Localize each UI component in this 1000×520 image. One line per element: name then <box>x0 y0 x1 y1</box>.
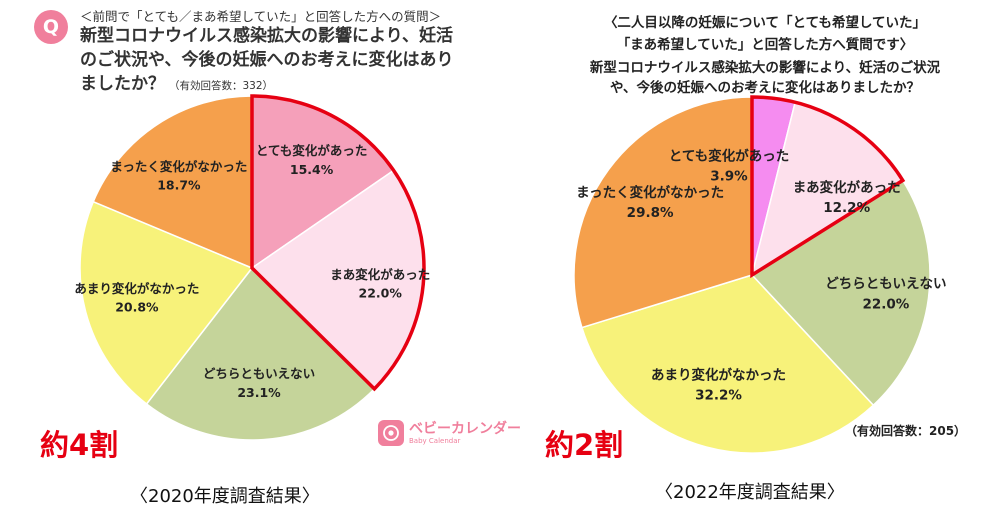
left-summary: 約4割 <box>40 428 119 462</box>
slice-not-at-all-changed-2022 <box>573 96 753 329</box>
slice-label-not-at-all-changed-2020: まったく変化がなかった <box>110 159 247 174</box>
slice-not-much-changed-2022 <box>581 274 875 454</box>
slice-label-very-changed-2020: とても変化があった <box>256 143 368 158</box>
left-note: ＜前問で「とても／まあ希望していた」と回答した方への質問＞ <box>80 9 442 24</box>
baby-calendar-icon <box>378 420 404 446</box>
slice-label-very-changed-2022: とても変化があった <box>669 147 789 164</box>
pie-chart-2020: とても変化があった 15.4% まあ変化があった 22.0% どちらともいえない 23.1… <box>74 94 430 441</box>
slice-value-neither-2020: 23.1% <box>237 385 281 400</box>
slice-label-not-at-all-changed-2022: まったく変化がなかった <box>576 184 724 201</box>
highlight-outline-2022 <box>750 95 906 279</box>
slice-value-very-changed-2020: 15.4% <box>290 162 334 177</box>
left-question-text: 新型コロナウイルス感染拡大の影響により、妊活のご状況や、今後の妊娠へのお考えに変… <box>80 26 454 94</box>
slice-value-not-much-changed-2020: 20.8% <box>115 300 159 315</box>
slice-value-not-at-all-changed-2020: 18.7% <box>157 178 201 193</box>
question-badge: Q <box>34 10 68 44</box>
left-question: 新型コロナウイルス感染拡大の影響により、妊活のご状況や、今後の妊娠へのお考えに変… <box>80 24 460 98</box>
highlight-outline-2020 <box>250 94 426 392</box>
brand-logo: ベビーカレンダー Baby Calendar <box>378 420 521 446</box>
slice-label-not-much-changed-2020: あまり変化がなかった <box>74 281 199 296</box>
slice-value-very-changed-2022: 3.9% <box>710 169 748 185</box>
slice-label-somewhat-changed-2020: まあ変化があった <box>330 267 430 282</box>
slice-label-somewhat-changed-2022: まあ変化があった <box>793 179 901 196</box>
slice-label-neither-2022: どちらともいえない <box>825 276 946 292</box>
slice-value-not-at-all-changed-2022: 29.8% <box>627 205 674 221</box>
slice-neither-2020 <box>145 266 376 441</box>
slice-label-neither-2020: どちらともいえない <box>203 366 315 381</box>
right-question: 新型コロナウイルス感染拡大の影響により、妊活のご状況 や、今後の妊娠へのお考えに… <box>589 60 941 96</box>
right-year-label: 〈2022年度調査結果〉 <box>655 482 845 503</box>
slice-not-much-changed-2020 <box>79 200 254 405</box>
slice-label-not-much-changed-2022: あまり変化がなかった <box>651 367 786 384</box>
pie-chart-2022: とても変化があった 3.9% まあ変化があった 12.2% どちらともいえない 22.0%… <box>573 95 947 454</box>
logo-main-text: ベビーカレンダー <box>409 420 521 437</box>
right-note: 〈二人目以降の妊娠について「とても希望していた」 「まあ希望していた」と回答した… <box>603 15 927 53</box>
left-year-label: 〈2020年度調査結果〉 <box>130 486 320 507</box>
slice-value-not-much-changed-2022: 32.2% <box>695 388 742 404</box>
logo-sub-text: Baby Calendar <box>409 436 461 445</box>
left-valid-count: （有効回答数：332） <box>169 80 274 92</box>
slice-value-somewhat-changed-2020: 22.0% <box>359 286 403 301</box>
slice-neither-2022 <box>750 179 931 407</box>
slice-value-somewhat-changed-2022: 12.2% <box>823 200 870 216</box>
slice-value-neither-2022: 22.0% <box>862 296 909 312</box>
slice-not-at-all-changed-2020 <box>92 95 253 270</box>
right-summary: 約2割 <box>545 428 624 462</box>
right-valid-count: （有効回答数：205） <box>845 424 967 438</box>
